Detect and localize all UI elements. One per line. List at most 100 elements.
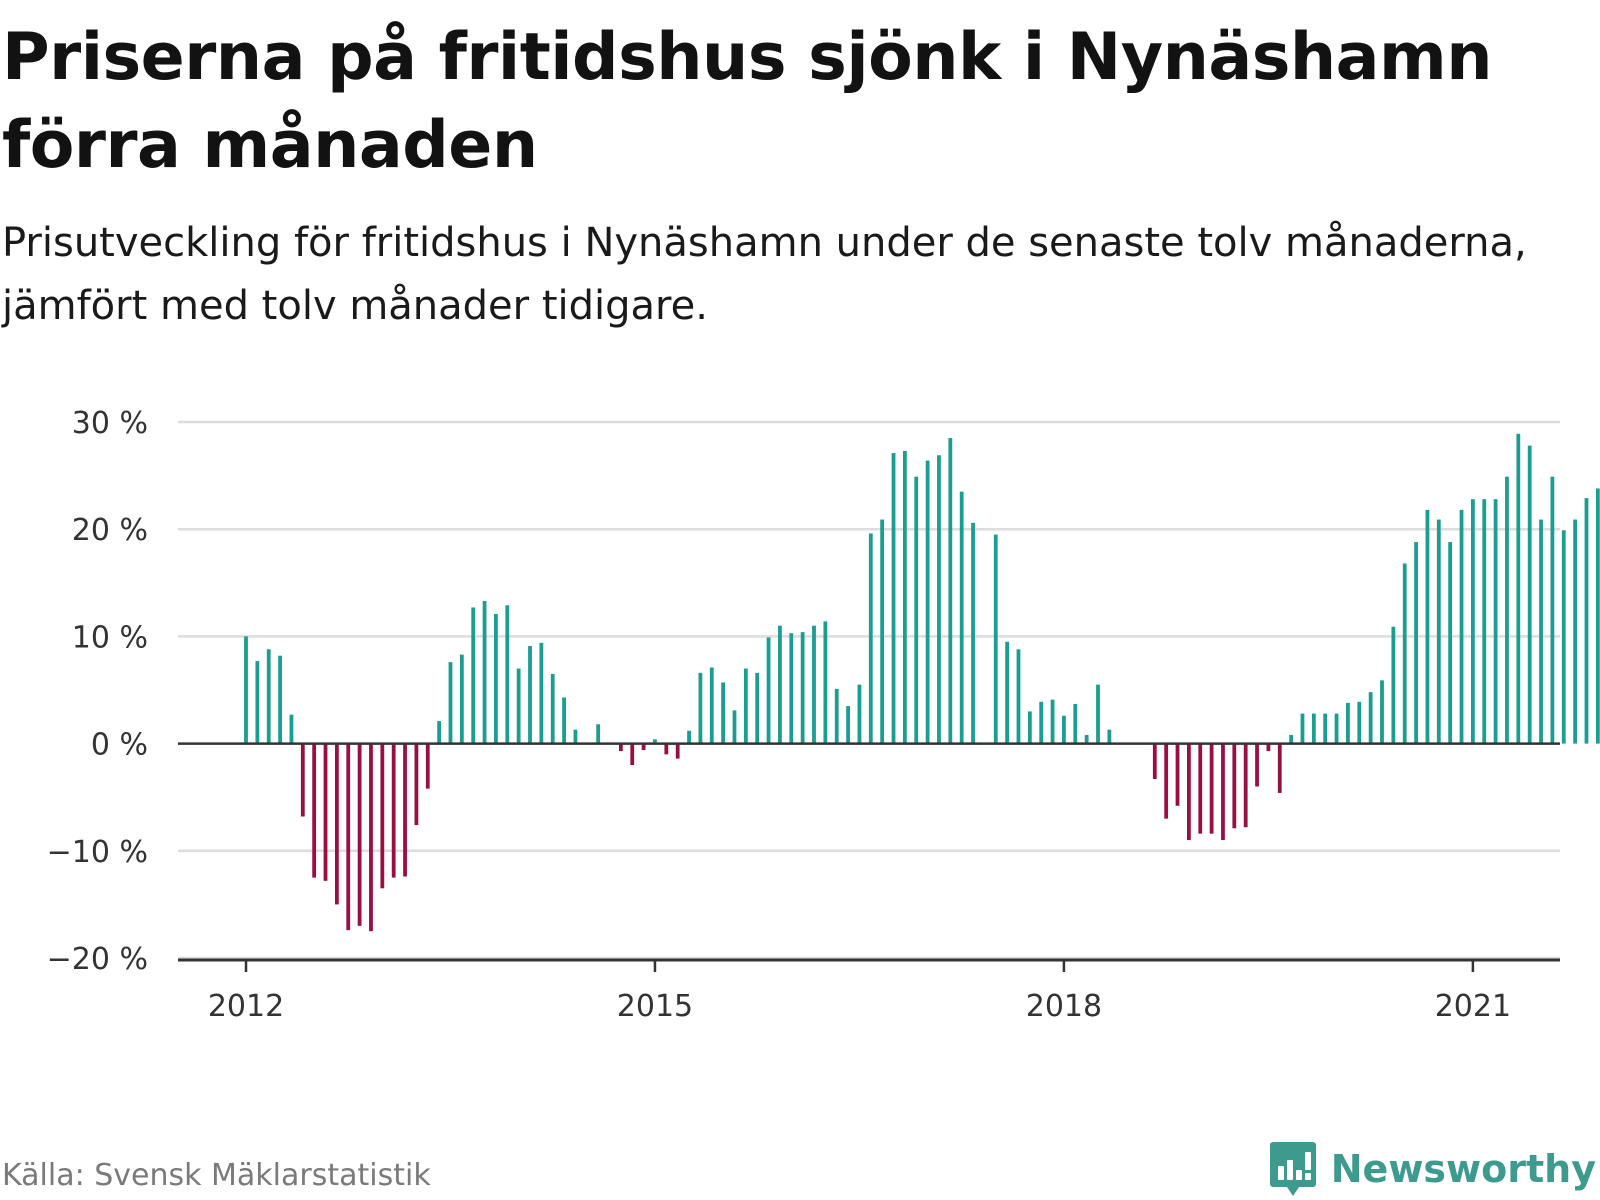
bar [937, 455, 941, 744]
bar [1459, 509, 1464, 744]
bar [1221, 743, 1225, 841]
bar-chart: 30 % 20 % 10 % 0 % −10 % −20 % 2012 2015 2018 20… [47, 406, 1600, 1020]
bar [1062, 715, 1066, 744]
bar [1380, 680, 1384, 744]
bar [255, 661, 260, 744]
bar [1561, 530, 1566, 744]
bar [505, 605, 510, 744]
bar [403, 743, 407, 877]
bar [1595, 488, 1600, 744]
bar [1084, 735, 1089, 744]
bar [1573, 519, 1578, 744]
bar [334, 743, 339, 905]
bar [1027, 711, 1032, 744]
bar [857, 684, 862, 744]
x-tick-label: 2015 [617, 989, 693, 1020]
bar [1482, 499, 1487, 744]
bar [1448, 542, 1453, 744]
y-axis-labels: 30 % 20 % 10 % 0 % −10 % −20 % [47, 406, 148, 977]
page-title: Priserna på fritidshus sjönk i Nynäshamn… [2, 20, 1493, 183]
bar [891, 453, 896, 744]
bar [1152, 743, 1157, 779]
bar [959, 491, 964, 744]
bar [1470, 499, 1475, 744]
bar [425, 743, 430, 789]
bar [1175, 743, 1180, 806]
bar [1289, 735, 1294, 744]
bar [800, 632, 805, 744]
bar [357, 743, 362, 926]
bar [528, 646, 532, 744]
bar [448, 662, 453, 744]
bar [380, 743, 385, 889]
bar [550, 673, 555, 744]
bar [300, 743, 305, 817]
bar [1232, 743, 1237, 829]
bar [596, 724, 601, 744]
bar [391, 743, 396, 878]
bar [902, 450, 907, 744]
bar [494, 613, 498, 744]
axes [178, 742, 1560, 972]
bar [778, 625, 782, 744]
x-tick-label: 2018 [1026, 989, 1102, 1020]
bar [766, 637, 771, 744]
bar [812, 625, 816, 744]
bar [1391, 626, 1396, 744]
bar [346, 743, 351, 931]
bar [1209, 743, 1214, 834]
bar [1300, 713, 1305, 744]
page-subtitle: Prisutveckling för fritidshus i Nynäsham… [2, 220, 1527, 329]
bar [1096, 684, 1100, 744]
bar [1357, 701, 1362, 744]
bar [618, 743, 623, 752]
bar [743, 668, 748, 744]
bar [755, 672, 760, 744]
bar [1073, 703, 1078, 744]
x-axis-labels: 20122015201820212023 [208, 989, 1511, 1020]
bar [369, 743, 373, 932]
bar [721, 682, 726, 744]
bar [437, 721, 442, 744]
bar [914, 476, 919, 744]
y-tick-label: −10 % [47, 835, 148, 870]
bar [664, 743, 669, 755]
bar [1516, 433, 1521, 744]
bar [880, 519, 885, 744]
bar [1277, 743, 1282, 793]
bar [732, 710, 737, 744]
bar [312, 743, 317, 878]
bar [562, 697, 566, 744]
brand-name: Newsworthy [1330, 1147, 1596, 1191]
bar [709, 667, 714, 744]
bar [675, 743, 680, 759]
bar [1255, 743, 1259, 787]
bar [1368, 692, 1373, 744]
bar [1266, 743, 1271, 752]
brand-logo: Newsworthy [1269, 1140, 1596, 1198]
bar [1164, 743, 1169, 819]
bar [482, 601, 487, 744]
y-tick-label: 0 % [91, 728, 148, 763]
bar [1039, 701, 1044, 744]
bar [1584, 498, 1589, 744]
bar [846, 706, 850, 744]
x-tick-label: 2021 [1435, 989, 1511, 1020]
bar [925, 460, 930, 744]
bar [1493, 499, 1498, 744]
bar [971, 522, 975, 744]
bar [1005, 641, 1010, 744]
bar [1243, 743, 1248, 828]
bar [459, 654, 464, 744]
bar [266, 649, 271, 744]
bar [1311, 713, 1316, 744]
bar [289, 714, 294, 744]
bar [1550, 476, 1555, 744]
bar [1334, 713, 1339, 744]
bar [1016, 649, 1021, 744]
bar [698, 672, 703, 744]
bar [1402, 563, 1407, 744]
bar [834, 688, 839, 744]
bar [1186, 743, 1191, 841]
bar [630, 743, 635, 766]
